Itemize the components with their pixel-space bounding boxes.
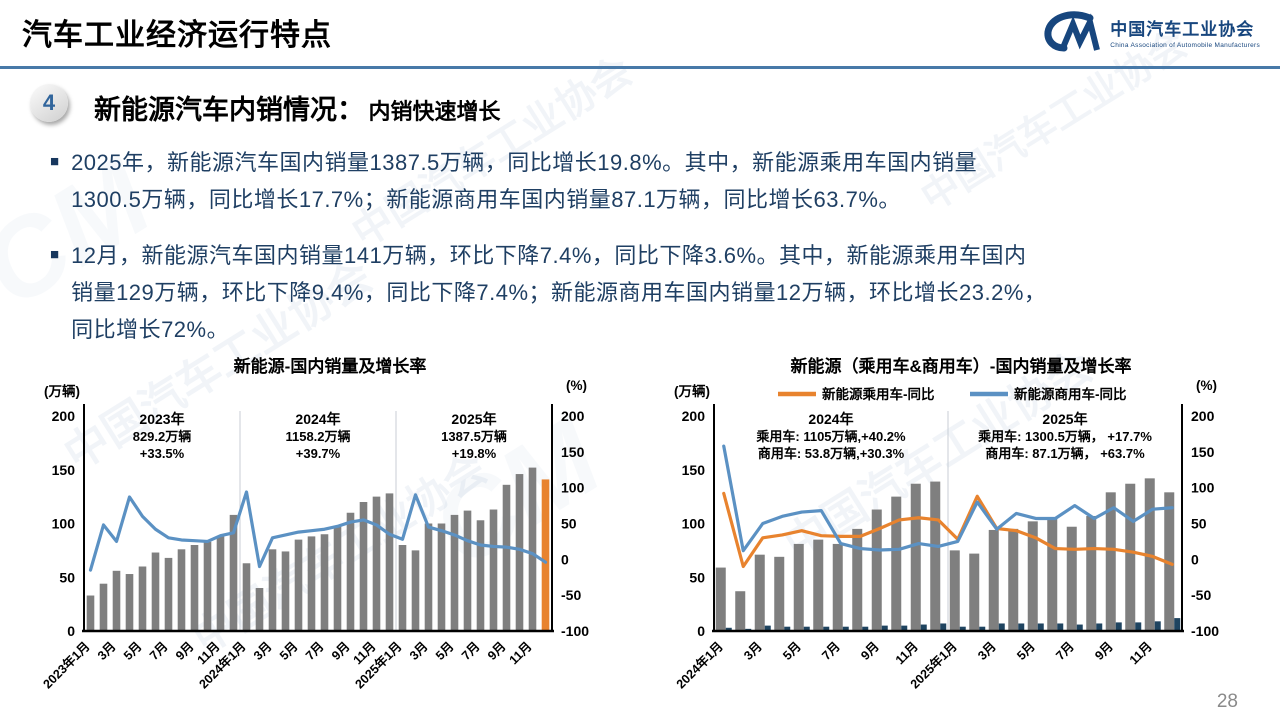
svg-text:11月: 11月 [893, 639, 921, 667]
bullet-square-icon: ■ [50, 153, 60, 170]
svg-text:+19.8%: +19.8% [452, 446, 497, 461]
bullet-annual: ■ 2025年，新能源汽车国内销量1387.5万辆，同比增长19.8%。其中，新… [50, 144, 1250, 218]
svg-text:(%): (%) [566, 378, 587, 393]
caam-name-en: China Association of Automobile Manufact… [1110, 42, 1260, 49]
svg-text:5月: 5月 [121, 639, 145, 663]
svg-text:+39.7%: +39.7% [296, 446, 341, 461]
svg-text:150: 150 [561, 444, 585, 460]
svg-text:11月: 11月 [1127, 639, 1155, 667]
svg-text:0: 0 [561, 551, 569, 567]
svg-text:0: 0 [67, 623, 75, 639]
svg-text:9月: 9月 [485, 639, 509, 663]
svg-text:5月: 5月 [1014, 639, 1038, 663]
svg-text:商用车: 53.8万辆,+30.3%: 商用车: 53.8万辆,+30.3% [758, 446, 905, 461]
svg-text:150: 150 [52, 462, 76, 478]
header-separator [0, 66, 1280, 69]
svg-text:3月: 3月 [251, 639, 275, 663]
svg-text:100: 100 [1191, 480, 1215, 496]
chart-title: 新能源（乘用车&商用车）-国内销量及增长率 [790, 357, 1132, 376]
svg-text:新能源乘用车-同比: 新能源乘用车-同比 [822, 386, 935, 402]
svg-text:1158.2万辆: 1158.2万辆 [285, 429, 350, 444]
svg-text:5月: 5月 [277, 639, 301, 663]
chart-nev-pv-cv: 新能源（乘用车&商用车）-国内销量及增长率 0 50 100 150 200 -100 -5… [650, 352, 1272, 719]
svg-text:2025年: 2025年 [1042, 411, 1087, 427]
svg-text:200: 200 [561, 408, 585, 424]
svg-text:2024年1月: 2024年1月 [673, 639, 726, 692]
caam-logo-icon [1044, 11, 1101, 52]
svg-text:5月: 5月 [780, 639, 804, 663]
caam-logo-text: 中国汽车工业协会 China Association of Automobile… [1110, 15, 1260, 49]
svg-text:50: 50 [561, 516, 577, 532]
svg-text:7月: 7月 [1053, 639, 1077, 663]
svg-text:1387.5万辆: 1387.5万辆 [441, 429, 507, 444]
svg-text:50: 50 [59, 569, 75, 585]
svg-text:(万辆): (万辆) [674, 383, 710, 399]
svg-text:0: 0 [1191, 551, 1199, 567]
svg-text:7月: 7月 [459, 639, 483, 663]
svg-text:2023年1月: 2023年1月 [40, 639, 93, 692]
svg-text:50: 50 [689, 569, 705, 585]
svg-text:-100: -100 [1191, 623, 1219, 639]
svg-text:200: 200 [1191, 408, 1215, 424]
svg-text:100: 100 [561, 480, 585, 496]
svg-text:3月: 3月 [741, 639, 765, 663]
svg-text:9月: 9月 [173, 639, 197, 663]
svg-text:3月: 3月 [95, 639, 119, 663]
svg-text:9月: 9月 [1092, 639, 1116, 663]
svg-text:7月: 7月 [819, 639, 843, 663]
svg-text:2024年: 2024年 [808, 411, 853, 427]
page-title: 汽车工业经济运行特点 [22, 19, 332, 52]
svg-text:0: 0 [697, 623, 705, 639]
section-subtitle: 内销快速增长 [368, 99, 501, 124]
bullet-line: 1300.5万辆，同比增长17.7%；新能源商用车国内销量87.1万辆，同比增长… [71, 187, 901, 212]
section-heading: 新能源汽车内销情况： 内销快速增长 [94, 88, 500, 127]
svg-text:新能源商用车-同比: 新能源商用车-同比 [1014, 386, 1127, 402]
svg-text:100: 100 [682, 516, 706, 532]
svg-text:(%): (%) [1196, 378, 1217, 393]
section-number-badge: 4 [30, 84, 68, 122]
svg-text:7月: 7月 [303, 639, 327, 663]
svg-text:乘用车: 1105万辆,+40.2%: 乘用车: 1105万辆,+40.2% [755, 429, 906, 444]
svg-text:2025年: 2025年 [451, 411, 496, 427]
svg-text:150: 150 [682, 462, 706, 478]
nev-pv-cv-sales-growth-chart: 0 50 100 150 200 -100 -50 0 50 100 150 200 (万辆) (%) 20… [673, 378, 1219, 692]
bullet-square-icon: ■ [50, 246, 60, 263]
svg-text:200: 200 [682, 408, 706, 424]
svg-text:(万辆): (万辆) [44, 383, 80, 399]
bullet-line: 销量129万辆，环比下降9.4%，同比下降7.4%；新能源商用车国内销量12万辆… [71, 280, 1047, 305]
bullet-line: 2025年，新能源汽车国内销量1387.5万辆，同比增长19.8%。其中，新能源… [71, 150, 978, 175]
svg-text:-50: -50 [561, 587, 581, 603]
nev-total-sales-growth-chart: 0 50 100 150 200 -100 -50 0 50 100 150 200 (万辆) (%) 20… [40, 378, 589, 692]
svg-text:+33.5%: +33.5% [140, 446, 185, 461]
svg-text:3月: 3月 [975, 639, 999, 663]
chart-title: 新能源-国内销量及增长率 [233, 357, 427, 376]
svg-text:11月: 11月 [507, 639, 535, 667]
caam-name-cn: 中国汽车工业协会 [1110, 20, 1255, 39]
bullet-line: 12月，新能源汽车国内销量141万辆，环比下降7.4%，同比下降3.6%。其中，… [71, 243, 1027, 268]
svg-text:100: 100 [52, 516, 76, 532]
svg-text:乘用车: 1300.5万辆， +17.7%: 乘用车: 1300.5万辆， +17.7% [977, 429, 1152, 444]
bullet-monthly: ■ 12月，新能源汽车国内销量141万辆，环比下降7.4%，同比下降3.6%。其… [50, 237, 1250, 348]
svg-text:9月: 9月 [329, 639, 353, 663]
svg-text:2023年: 2023年 [139, 411, 184, 427]
svg-text:829.2万辆: 829.2万辆 [133, 429, 192, 444]
svg-text:5月: 5月 [433, 639, 457, 663]
svg-text:7月: 7月 [147, 639, 171, 663]
svg-text:150: 150 [1191, 444, 1215, 460]
section-title: 新能源汽车内销情况： [94, 95, 364, 125]
svg-text:9月: 9月 [858, 639, 882, 663]
caam-logo: 中国汽车工业协会 China Association of Automobile… [1040, 8, 1260, 56]
bullet-line: 同比增长72%。 [71, 317, 230, 342]
svg-text:50: 50 [1191, 516, 1207, 532]
svg-text:商用车: 87.1万辆， +63.7%: 商用车: 87.1万辆， +63.7% [985, 446, 1145, 461]
svg-text:3月: 3月 [407, 639, 431, 663]
svg-text:-50: -50 [1191, 587, 1211, 603]
svg-text:200: 200 [52, 408, 76, 424]
svg-text:2024年: 2024年 [295, 411, 340, 427]
svg-text:-100: -100 [561, 623, 589, 639]
page-number: 28 [1216, 691, 1238, 712]
chart-nev-total: 新能源-国内销量及增长率 0 50 100 150 200 -100 -50 0 50 100 15… [20, 352, 640, 719]
